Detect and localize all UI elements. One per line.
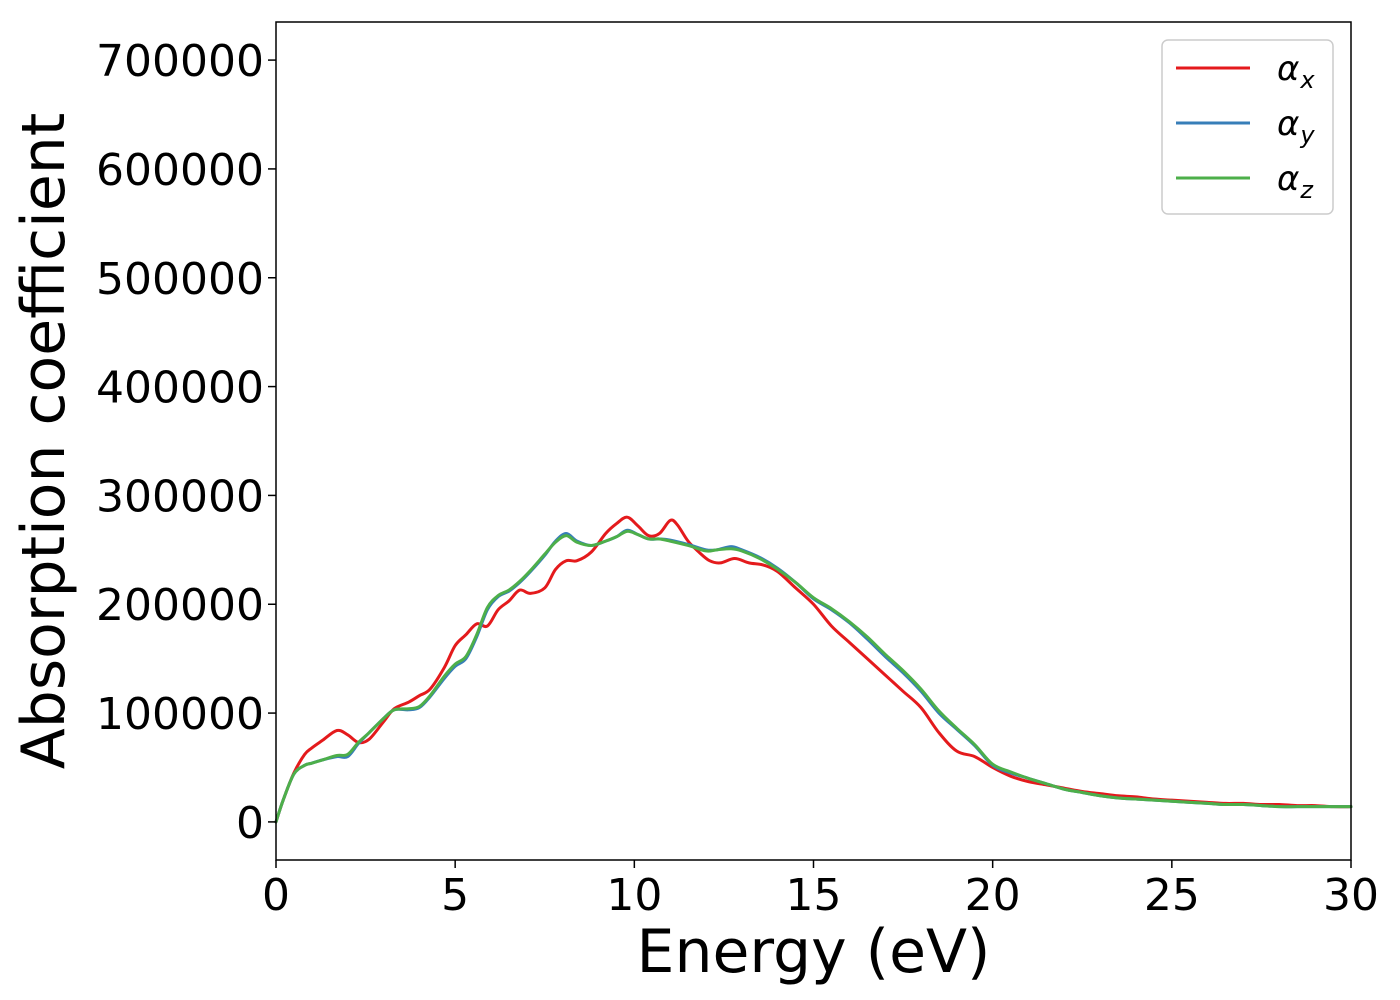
- y-tick-label: 600000: [96, 145, 264, 196]
- y-tick-label: 0: [236, 798, 264, 849]
- y-axis: 0 100000 200000 300000 400000 500000 600000 700…: [96, 36, 276, 849]
- x-axis-label: Energy (eV): [637, 917, 991, 987]
- x-tick-label: 25: [1144, 870, 1200, 921]
- legend-subscript-z: z: [1299, 176, 1314, 204]
- x-tick-label: 20: [965, 870, 1021, 921]
- y-tick-label: 700000: [96, 36, 264, 87]
- legend-subscript-y: y: [1299, 121, 1315, 149]
- y-tick-label: 200000: [96, 580, 264, 631]
- legend-subscript-x: x: [1299, 66, 1315, 94]
- x-tick-label: 10: [606, 870, 662, 921]
- y-tick-label: 400000: [96, 363, 264, 414]
- x-tick-label: 5: [441, 870, 469, 921]
- legend-box: [1161, 39, 1334, 215]
- series-line-x: [274, 515, 1353, 824]
- y-tick-label: 300000: [96, 471, 264, 522]
- series-layer: [274, 515, 1353, 824]
- x-tick-label: 15: [786, 870, 842, 921]
- y-axis-label: Absorption coefficient: [9, 113, 79, 770]
- x-axis: 0 5 10 15 20 25 30: [262, 860, 1379, 921]
- y-tick-label: 100000: [96, 689, 264, 740]
- series-line-z: [274, 529, 1353, 824]
- series-line-y: [274, 528, 1353, 824]
- x-tick-label: 0: [262, 870, 290, 921]
- x-tick-label: 30: [1323, 870, 1379, 921]
- y-tick-label: 500000: [96, 254, 264, 305]
